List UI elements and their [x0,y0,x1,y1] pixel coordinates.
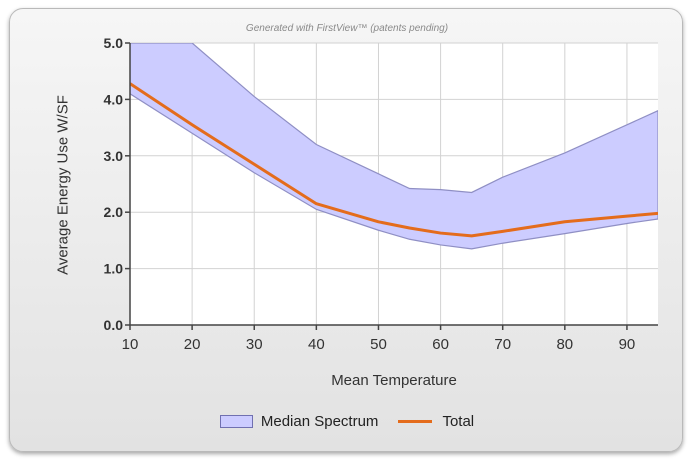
x-tick-label: 40 [308,336,325,353]
y-tick-label: 1.0 [104,261,124,277]
legend-item-median-spectrum[interactable]: Median Spectrum [219,413,379,430]
series-band-median-spectrum [130,43,658,250]
watermark-text: Generated with FirstView™ (patents pendi… [245,23,449,34]
legend-label-median-spectrum: Median Spectrum [260,413,379,430]
x-tick-label: 20 [184,336,201,353]
y-tick-label: 0.0 [104,317,124,333]
y-tick-label: 5.0 [104,35,124,51]
series-line-total [130,82,658,238]
legend: Median Spectrum Total [0,413,694,430]
y-tick-label: 2.0 [104,204,124,220]
legend-swatch-line [398,420,433,423]
x-tick-label: 70 [494,336,511,353]
legend-item-total[interactable]: Total [398,413,474,430]
x-tick-label: 60 [432,336,449,353]
x-tick-label: 50 [370,336,387,353]
legend-label-total: Total [442,413,475,430]
x-tick-label: 80 [556,336,573,353]
x-tick-label: 90 [619,336,636,353]
legend-swatch-band [219,415,253,428]
x-tick-label: 30 [246,336,263,353]
x-tick-label: 10 [122,336,139,353]
y-tick-label: 4.0 [104,91,124,107]
y-axis-label: Average Energy Use W/SF [54,95,72,275]
x-axis-label: Mean Temperature [331,372,457,389]
y-tick-label: 3.0 [104,148,124,164]
